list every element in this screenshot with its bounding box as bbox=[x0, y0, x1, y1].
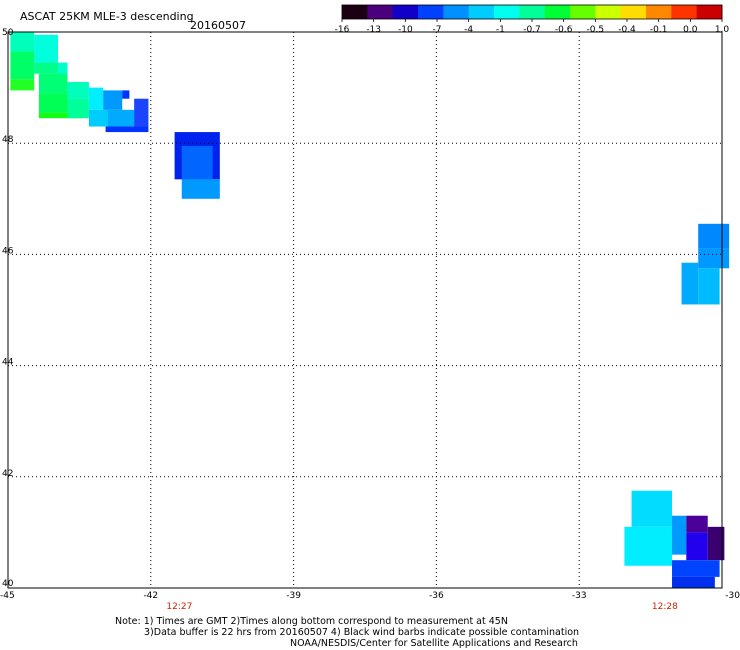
lat-tick-label: 42 bbox=[2, 469, 13, 479]
note-line-3: NOAA/NESDIS/Center for Satellite Applica… bbox=[290, 638, 578, 649]
color-scale-label: -10 bbox=[398, 25, 413, 35]
lon-tick-label: -39 bbox=[286, 591, 301, 601]
lon-tick-label: -30 bbox=[725, 591, 740, 601]
swath-cell bbox=[698, 268, 720, 305]
color-scale-swatch bbox=[468, 5, 495, 19]
swath-cell bbox=[88, 87, 104, 110]
color-scale-label: -7 bbox=[433, 25, 442, 35]
swath-cell bbox=[38, 93, 68, 113]
color-scale-swatch bbox=[367, 5, 394, 19]
lon-tick-label: -36 bbox=[429, 591, 444, 601]
color-scale-swatch bbox=[646, 5, 672, 19]
note-line-2: 3)Data buffer is 22 hrs from 20160507 4)… bbox=[144, 627, 580, 638]
product-date: 20160507 bbox=[190, 19, 246, 32]
lat-tick-label: 48 bbox=[2, 135, 14, 145]
color-scale-label: -0.4 bbox=[618, 25, 636, 35]
swath-cell bbox=[698, 248, 730, 269]
lat-lon-grid bbox=[8, 32, 722, 588]
swath-cell bbox=[107, 109, 135, 127]
color-scale-swatch bbox=[392, 5, 419, 19]
swath-cell bbox=[181, 179, 220, 199]
swath-cell bbox=[681, 262, 699, 305]
color-scale-swatch bbox=[570, 5, 596, 19]
color-scale-label: -0.5 bbox=[587, 25, 605, 35]
color-scale-swatch bbox=[443, 5, 470, 19]
color-scale-swatch bbox=[595, 5, 622, 19]
lat-tick-label: 50 bbox=[2, 28, 14, 38]
color-scale-swatch bbox=[342, 5, 368, 19]
swath-cell bbox=[10, 51, 35, 80]
color-scale-swatch bbox=[671, 5, 698, 19]
swath-cell bbox=[34, 62, 58, 74]
swath-cell bbox=[134, 98, 149, 127]
swath-cell bbox=[38, 73, 68, 94]
pass-time-label: 12:28 bbox=[652, 602, 678, 612]
swath-cell bbox=[672, 576, 715, 588]
color-scale-swatch bbox=[519, 5, 546, 19]
lat-tick-label: 44 bbox=[2, 358, 14, 368]
map-frame bbox=[7, 31, 723, 589]
swath-cell bbox=[10, 32, 35, 52]
color-scale-swatch bbox=[620, 5, 647, 19]
swath-cell bbox=[103, 90, 123, 110]
color-scale-label: -0.6 bbox=[555, 25, 573, 35]
swath-cell bbox=[122, 90, 130, 99]
swath-cell bbox=[88, 109, 108, 127]
swath-cell bbox=[707, 526, 725, 561]
axis-ticks: -45 -42 -39 -36 -33 -30 50 48 46 44 42 40 12:27 12:28 bbox=[0, 28, 740, 612]
swath-cell bbox=[672, 560, 720, 577]
lat-tick-label: 46 bbox=[2, 246, 14, 256]
color-scale-label: -0.7 bbox=[523, 25, 541, 35]
note-line-1: Note: 1) Times are GMT 2)Times along bot… bbox=[115, 616, 508, 627]
swath-cell bbox=[672, 515, 687, 555]
swath-cell bbox=[57, 62, 68, 80]
color-scale-swatch bbox=[544, 5, 571, 19]
color-scale-label: -13 bbox=[366, 25, 381, 35]
swath-cell bbox=[10, 79, 35, 91]
swath-cell bbox=[105, 126, 149, 133]
data-swath bbox=[10, 32, 730, 588]
color-scale-label: -0.1 bbox=[650, 25, 668, 35]
swath-cell bbox=[686, 515, 708, 533]
color-scale-label: 0.0 bbox=[683, 25, 698, 35]
swath-cell bbox=[38, 112, 82, 119]
pass-time-label: 12:27 bbox=[166, 602, 192, 612]
color-scale-swatch bbox=[418, 5, 444, 19]
lon-tick-label: -42 bbox=[143, 591, 158, 601]
swath-cell bbox=[686, 532, 708, 561]
lon-tick-label: -45 bbox=[0, 591, 15, 601]
color-scale-swatch bbox=[494, 5, 520, 19]
swath-cell bbox=[631, 490, 673, 527]
color-scale-label: -4 bbox=[464, 25, 473, 35]
swath-cell bbox=[181, 145, 213, 180]
color-scale-label: 1.0 bbox=[715, 25, 730, 35]
color-scale-bar: -16 -13 -10 -7 -4 -1 -0.7 -0.6 -0.5 -0.4 -0.1 0.0 1.… bbox=[335, 4, 730, 35]
swath-cell bbox=[34, 34, 58, 63]
lat-tick-label: 40 bbox=[2, 579, 14, 589]
swath-cell bbox=[698, 223, 730, 249]
lon-tick-label: -33 bbox=[572, 591, 587, 601]
color-scale-label: -16 bbox=[335, 25, 350, 35]
swath-cell bbox=[67, 82, 89, 99]
swath-cell bbox=[67, 98, 89, 119]
color-scale-label: -1 bbox=[496, 25, 505, 35]
swath-cell bbox=[624, 526, 673, 566]
color-scale-swatch bbox=[696, 5, 723, 19]
product-title: ASCAT 25KM MLE-3 descending bbox=[20, 10, 194, 23]
